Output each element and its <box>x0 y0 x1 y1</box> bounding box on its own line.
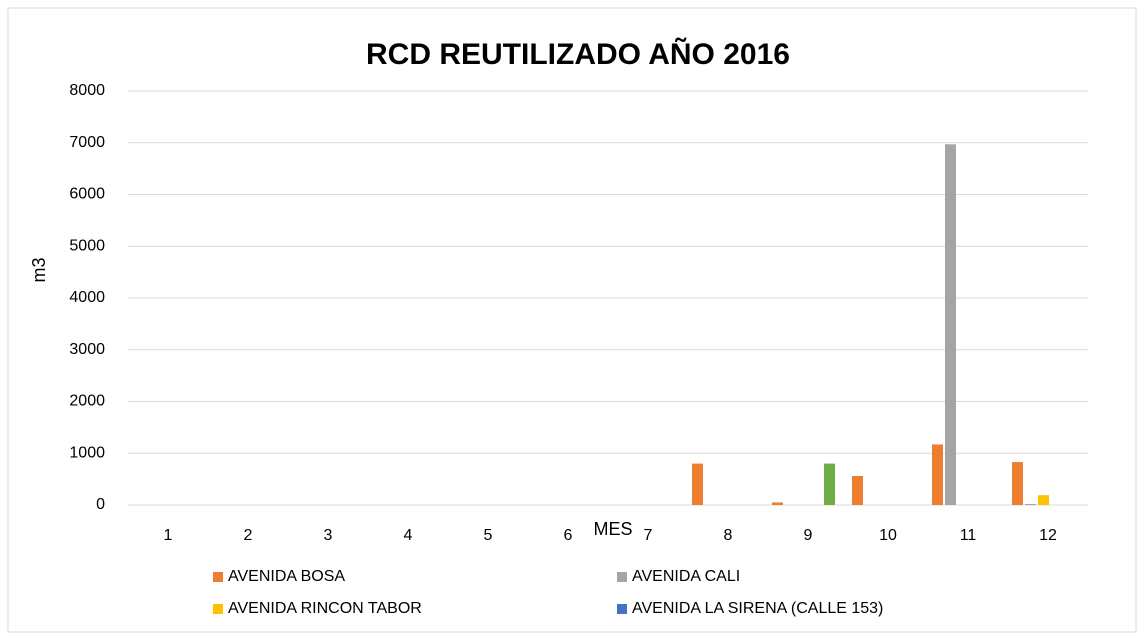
legend-swatch <box>617 572 627 582</box>
y-tick-label: 1000 <box>69 444 105 461</box>
bar <box>824 463 835 505</box>
legend-swatch <box>617 604 627 614</box>
x-tick-label: 5 <box>484 527 493 544</box>
bar <box>945 144 956 506</box>
x-tick-label: 12 <box>1039 527 1057 544</box>
x-tick-label: 8 <box>724 527 733 544</box>
x-tick-label: 7 <box>644 527 653 544</box>
y-tick-label: 3000 <box>69 341 105 358</box>
bar <box>1038 495 1049 505</box>
y-tick-label: 7000 <box>69 134 105 151</box>
legend-swatch <box>213 572 223 582</box>
x-tick-label: 4 <box>404 527 413 544</box>
x-tick-label: 2 <box>244 527 253 544</box>
legend-swatch <box>213 604 223 614</box>
bar <box>852 476 863 505</box>
y-tick-label: 5000 <box>69 237 105 254</box>
legend-label: AVENIDA LA SIRENA (CALLE 153) <box>632 600 883 617</box>
bar <box>1012 462 1023 505</box>
x-tick-label: 3 <box>324 527 333 544</box>
chart-title: RCD REUTILIZADO AÑO 2016 <box>366 37 790 71</box>
x-axis-label: MES <box>593 519 632 539</box>
bar <box>692 463 703 505</box>
legend-label: AVENIDA BOSA <box>228 568 345 585</box>
legend-label: AVENIDA CALI <box>632 568 740 585</box>
y-tick-label: 4000 <box>69 289 105 306</box>
bar <box>772 502 783 505</box>
x-tick-label: 9 <box>804 527 813 544</box>
x-tick-label: 1 <box>164 527 173 544</box>
y-axis-label: m3 <box>29 257 49 282</box>
legend-label: AVENIDA RINCON TABOR <box>228 600 422 617</box>
y-tick-label: 6000 <box>69 186 105 203</box>
y-tick-label: 2000 <box>69 393 105 410</box>
x-tick-label: 10 <box>879 527 897 544</box>
bar <box>1025 503 1036 505</box>
x-tick-label: 6 <box>564 527 573 544</box>
y-tick-label: 0 <box>96 496 105 513</box>
x-tick-label: 11 <box>960 527 977 544</box>
y-tick-label: 8000 <box>69 82 105 99</box>
bar <box>932 444 943 505</box>
